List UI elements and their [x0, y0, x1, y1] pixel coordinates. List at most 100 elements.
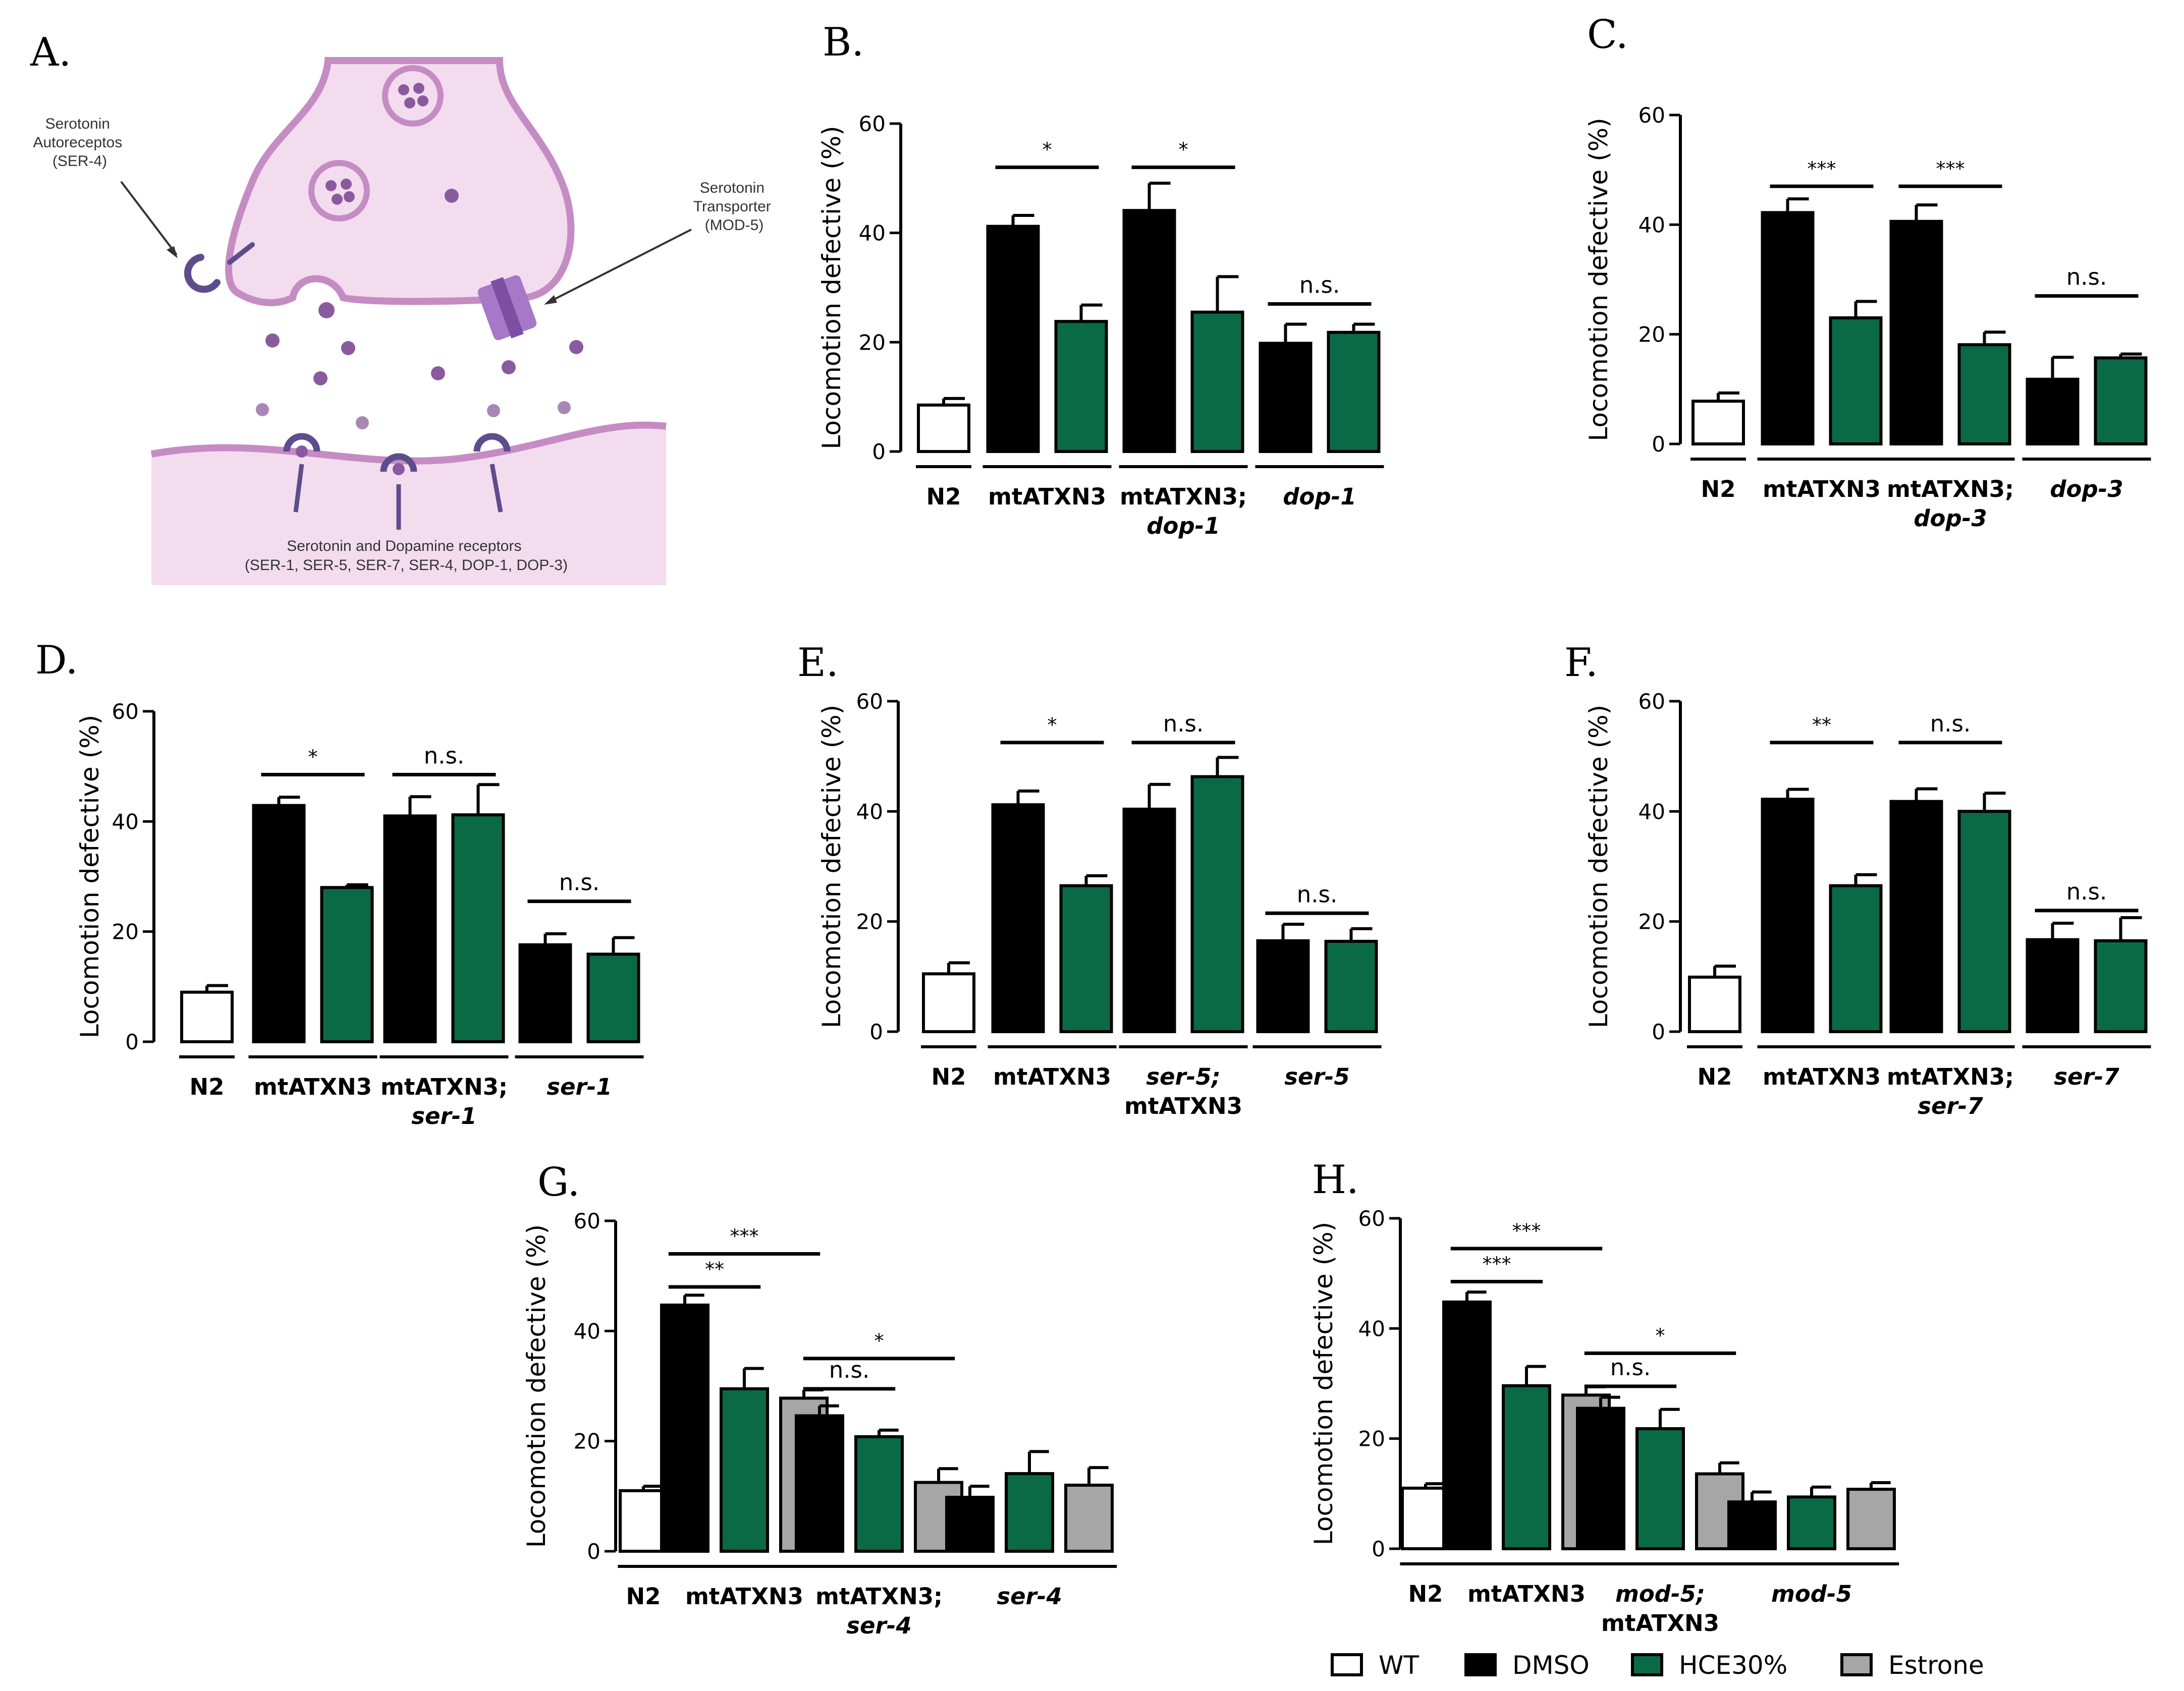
group-label: mtATXN3 — [1467, 1581, 1586, 1607]
bar-dmso — [1442, 1300, 1492, 1551]
bar-dmso — [1256, 939, 1310, 1033]
y-tick-label: 0 — [587, 1539, 600, 1564]
bar-hce30 — [1190, 310, 1244, 453]
significance-label: * — [875, 1330, 884, 1352]
y-tick-label: 40 — [574, 1319, 600, 1343]
group-label: ser-7 — [1918, 1093, 1983, 1119]
bar-dmso — [252, 804, 306, 1044]
bar-hce30 — [1327, 330, 1381, 453]
bar-hce30 — [320, 886, 374, 1044]
bar-wt — [917, 403, 970, 454]
group-label: mtATXN3; — [380, 1074, 508, 1100]
group-label: N2 — [1408, 1581, 1443, 1607]
y-tick-label: 0 — [1652, 432, 1665, 457]
significance-label: n.s. — [1299, 272, 1340, 299]
bar-dmso — [795, 1414, 844, 1553]
postsynaptic-membrane — [150, 421, 667, 465]
bar-dmso — [1889, 219, 1943, 445]
significance-label: * — [308, 746, 318, 768]
group-label: N2 — [932, 1063, 966, 1090]
bar-dmso — [660, 1304, 709, 1553]
y-tick-label: 20 — [1639, 322, 1665, 347]
group-label: mtATXN3; — [1887, 476, 2014, 502]
panel-letter: E. — [797, 640, 839, 686]
group-label: mtATXN3 — [993, 1063, 1111, 1090]
postsynaptic-receptor-icon — [473, 433, 511, 513]
panel-letter: D. — [35, 638, 78, 683]
bar-hce30 — [720, 1387, 769, 1553]
legend-swatch-dmso — [1464, 1653, 1497, 1676]
legend-label: HCE30% — [1679, 1651, 1787, 1680]
y-tick-label: 40 — [1639, 799, 1665, 824]
y-tick-label: 0 — [1372, 1537, 1385, 1561]
bar-hce30 — [586, 952, 640, 1044]
bar-estrone — [1064, 1484, 1114, 1553]
significance-label: n.s. — [1610, 1354, 1651, 1381]
postsynaptic-receptor-icon — [380, 453, 417, 530]
y-tick-label: 0 — [1652, 1020, 1665, 1044]
legend-swatch-hce30 — [1631, 1653, 1663, 1676]
significance-label: n.s. — [2066, 264, 2107, 291]
bar-hce30 — [1005, 1472, 1054, 1553]
chart-panel-g: G. 0 20 40 60 Locomotion defective (%) N2 mtATX… — [522, 1160, 1117, 1639]
y-tick-label: 40 — [856, 799, 883, 824]
chart-panel-c: C. 0 20 40 60 Locomotion defective (%) N2 mtATX… — [1584, 12, 2151, 532]
group-label: N2 — [190, 1074, 225, 1100]
y-tick-label: 20 — [112, 920, 139, 944]
y-axis-label: Locomotion defective (%) — [1584, 118, 1613, 441]
y-tick-label: 20 — [574, 1429, 600, 1454]
bar-hce30 — [1324, 939, 1378, 1034]
bar-dmso — [1259, 342, 1313, 453]
chart-panel-h: H. 0 20 40 60 Locomotion defective (%) N2 mtATX… — [1309, 1157, 1899, 1637]
group-label: ser-5; — [1146, 1063, 1220, 1090]
bar-hce30 — [1190, 775, 1244, 1034]
y-tick-label: 0 — [869, 1020, 883, 1044]
bar-wt — [619, 1489, 668, 1553]
group-label: N2 — [626, 1583, 661, 1610]
arrowhead-icon — [167, 246, 178, 258]
y-axis-label: Locomotion defective (%) — [522, 1224, 551, 1548]
bar-hce30 — [2094, 939, 2148, 1033]
bar-hce30 — [1957, 343, 2011, 446]
y-tick-label: 40 — [859, 221, 886, 246]
bar-hce30 — [1787, 1495, 1836, 1550]
y-axis-label: Locomotion defective (%) — [75, 715, 104, 1038]
postsynaptic-cell — [151, 425, 666, 585]
significance-label: * — [1656, 1324, 1665, 1346]
significance-label: n.s. — [829, 1357, 870, 1383]
group-label: dop-1 — [1146, 513, 1220, 539]
bar-wt — [180, 990, 234, 1043]
significance-label: * — [1043, 139, 1052, 161]
bar-dmso — [1761, 211, 1815, 445]
bar-wt — [922, 972, 975, 1033]
bar-hce30 — [1059, 884, 1113, 1034]
panel-letter: H. — [1312, 1157, 1359, 1203]
group-label: mtATXN3; — [1887, 1063, 2014, 1090]
y-tick-label: 60 — [1639, 689, 1665, 714]
significance-label: * — [1048, 714, 1057, 736]
legend-label: DMSO — [1512, 1651, 1590, 1680]
transporter-icon — [477, 275, 537, 341]
y-tick-label: 20 — [859, 330, 886, 355]
group-label: dop-3 — [1914, 505, 1987, 532]
significance-label: *** — [1483, 1253, 1511, 1275]
group-label: mtATXN3 — [988, 483, 1106, 510]
panel-letter: F. — [1564, 640, 1598, 686]
group-label: mtATXN3 — [685, 1583, 803, 1610]
autoreceptor-icon — [184, 242, 255, 293]
significance-label: *** — [1936, 157, 1965, 180]
bar-dmso — [1727, 1500, 1777, 1550]
panel-letter: G. — [537, 1160, 580, 1205]
bar-hce30 — [1829, 884, 1883, 1034]
significance-label: n.s. — [1163, 710, 1204, 737]
group-label: ser-4 — [846, 1612, 912, 1639]
group-label: ser-7 — [2054, 1063, 2119, 1090]
group-label: mtATXN3 — [1763, 476, 1881, 502]
autoreceptor-arrow — [120, 181, 178, 256]
chart-panel-b: B. 0 20 40 60 Locomotion defective (%) N2 mtATX… — [817, 20, 1384, 539]
group-label: N2 — [926, 483, 961, 510]
bar-dmso — [1889, 800, 1943, 1034]
chart-panel-e: E. 0 20 40 60 Locomotion defective (%) N2 mtATX… — [797, 640, 1382, 1119]
bar-hce30 — [1502, 1384, 1551, 1551]
group-label: mtATXN3 — [1124, 1093, 1242, 1119]
